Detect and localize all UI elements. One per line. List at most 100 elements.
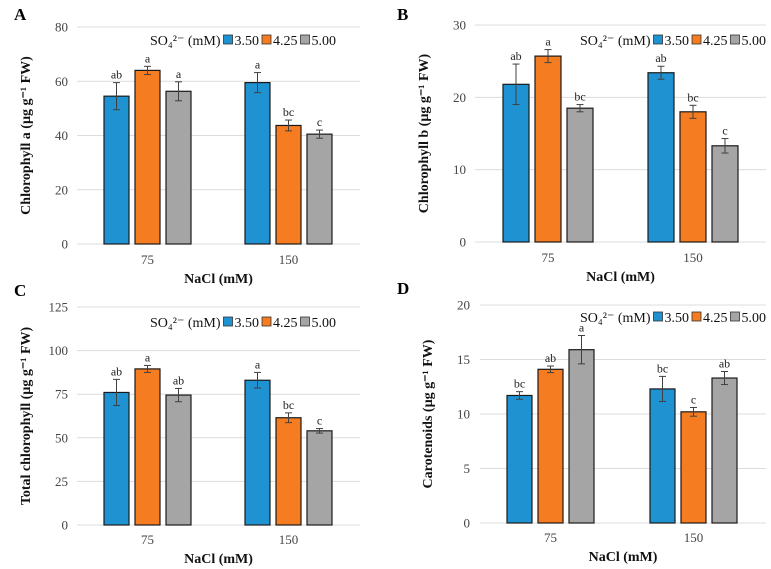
y-tick-label: 50 (55, 430, 68, 445)
bar-150-3.50 (649, 388, 676, 524)
bar-150-3.50 (647, 72, 675, 243)
significance-letter: ab (111, 68, 122, 82)
bar-75-3.50 (103, 95, 130, 245)
legend-swatch-4.25 (261, 316, 272, 327)
panel-letter: B (397, 5, 408, 24)
bar-150-4.25 (680, 411, 707, 524)
y-tick-label: 20 (453, 90, 466, 105)
y-tick-label: 100 (49, 343, 69, 358)
bar-75-3.50 (506, 394, 533, 524)
y-tick-label: 80 (55, 20, 68, 35)
significance-letter: ab (655, 51, 666, 65)
legend-label-5.00: 5.00 (312, 316, 337, 331)
y-tick-label: 10 (457, 407, 470, 422)
y-axis-title: Total chlorophyll (µg g⁻¹ FW) (19, 326, 34, 505)
significance-letter: c (317, 115, 322, 129)
legend: SO₄²⁻ (mM) 3.50 4.25 5.00 (580, 311, 766, 326)
legend: SO₄²⁻ (mM) 3.50 4.25 5.00 (150, 34, 336, 49)
significance-letter: ab (719, 356, 730, 370)
legend-swatch-5.00 (300, 316, 310, 327)
legend-title: SO₄²⁻ (mM) (150, 34, 221, 49)
panel-c: C 0 25 50 75 100 125 Total chlorophyll (µg g⁻¹ … (14, 281, 360, 567)
significance-letter: a (545, 35, 551, 49)
legend-label-4.25: 4.25 (273, 34, 298, 49)
significance-letter: ab (173, 373, 184, 387)
significance-letter: bc (657, 361, 668, 375)
legend-label-3.50: 3.50 (665, 34, 690, 49)
significance-letter: a (255, 58, 261, 72)
significance-letter: c (691, 392, 696, 406)
significance-letter: bc (574, 90, 585, 104)
legend: SO₄²⁻ (mM) 3.50 4.25 5.00 (150, 316, 336, 331)
y-tick-label: 20 (55, 182, 68, 197)
legend-title: SO₄²⁻ (mM) (580, 34, 651, 49)
y-tick-label: 0 (62, 518, 69, 533)
bar-75-5.00 (568, 349, 595, 524)
bar-75-5.00 (165, 394, 192, 526)
legend-title: SO₄²⁻ (mM) (580, 311, 651, 326)
y-tick-label: 0 (464, 516, 471, 531)
panel-letter: A (14, 5, 27, 24)
bar-150-4.25 (275, 124, 302, 245)
significance-letter: a (145, 350, 151, 364)
bar-150-5.00 (306, 133, 333, 245)
bar-150-4.25 (275, 417, 302, 526)
x-tick-label: 150 (683, 250, 703, 265)
bar-150-4.25 (679, 111, 707, 243)
legend-swatch-5.00 (300, 34, 310, 45)
significance-letter: a (255, 357, 261, 371)
significance-letter: c (317, 414, 322, 428)
legend-label-4.25: 4.25 (273, 316, 298, 331)
x-axis-title: NaCl (mM) (184, 552, 253, 567)
legend-swatch-3.50 (653, 34, 663, 45)
panel-a: A 0 20 40 60 80 Chlorophyll a (µg g⁻¹ FW) 75 ab a… (14, 5, 360, 287)
x-axis-title: NaCl (mM) (589, 550, 658, 565)
significance-letter: a (579, 321, 585, 335)
legend-swatch-5.00 (730, 311, 740, 322)
x-tick-label: 75 (141, 532, 154, 547)
bar-150-3.50 (244, 379, 271, 526)
legend-label-5.00: 5.00 (312, 34, 337, 49)
y-tick-label: 125 (49, 300, 69, 315)
legend-label-3.50: 3.50 (665, 311, 690, 326)
bar-75-5.00 (566, 107, 594, 243)
bar-75-4.25 (134, 69, 161, 245)
legend-label-5.00: 5.00 (742, 311, 767, 326)
panel-d: D 0 5 10 15 20 Carotenoids (µg g⁻¹ FW) 75 bc ab a 1… (397, 279, 766, 565)
bar-150-5.00 (711, 377, 738, 524)
significance-letter: a (145, 51, 151, 65)
x-axis-title: NaCl (mM) (586, 270, 655, 285)
y-tick-label: 40 (55, 128, 68, 143)
significance-letter: c (722, 124, 727, 138)
x-tick-label: 150 (279, 532, 299, 547)
bar-75-4.25 (537, 368, 564, 524)
significance-letter: ab (510, 49, 521, 63)
legend-label-3.50: 3.50 (235, 316, 260, 331)
legend: SO₄²⁻ (mM) 3.50 4.25 5.00 (580, 34, 766, 49)
y-tick-label: 60 (55, 74, 68, 89)
legend-swatch-3.50 (223, 34, 233, 45)
x-tick-label: 75 (141, 252, 154, 267)
legend-swatch-5.00 (730, 34, 740, 45)
y-tick-label: 30 (453, 18, 466, 33)
significance-letter: bc (283, 398, 294, 412)
bar-75-4.25 (134, 368, 161, 526)
y-tick-label: 25 (55, 474, 68, 489)
legend-swatch-4.25 (691, 311, 702, 322)
bar-75-5.00 (165, 90, 192, 245)
legend-label-4.25: 4.25 (703, 311, 728, 326)
bar-75-3.50 (103, 391, 130, 526)
bar-150-5.00 (711, 145, 739, 243)
panel-letter: C (14, 281, 26, 300)
legend-swatch-3.50 (223, 316, 233, 327)
bar-75-3.50 (502, 83, 530, 243)
legend-swatch-4.25 (691, 34, 702, 45)
x-tick-label: 150 (684, 530, 704, 545)
bar-150-5.00 (306, 430, 333, 526)
y-tick-label: 20 (457, 298, 470, 313)
legend-label-4.25: 4.25 (703, 34, 728, 49)
y-tick-label: 5 (464, 461, 471, 476)
legend-swatch-4.25 (261, 34, 272, 45)
x-tick-label: 75 (542, 250, 555, 265)
significance-letter: bc (687, 90, 698, 104)
